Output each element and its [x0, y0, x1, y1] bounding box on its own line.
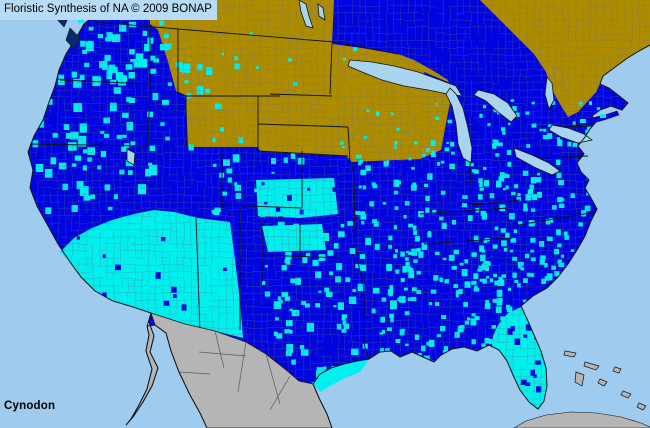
- state-borders: [29, 21, 597, 360]
- great-salt-lake: [126, 148, 136, 166]
- bc-cyan-county: [78, 18, 84, 23]
- long-island: [575, 110, 620, 127]
- bc-coast-island: [65, 27, 81, 50]
- cuba: [513, 411, 650, 428]
- long-island-cyan-county-2: [600, 114, 606, 118]
- lake-ontario: [548, 124, 593, 144]
- taxon-label: Cynodon: [4, 400, 56, 412]
- lake-winnipeg: [298, 0, 314, 29]
- great-lakes: [126, 0, 593, 176]
- lake-champlain: [544, 76, 555, 111]
- florida-cyan-block: [492, 307, 547, 409]
- title-box: Floristic Synthesis of NA © 2009 BONAP: [0, 0, 217, 20]
- lake-huron: [473, 89, 518, 123]
- bahamas-islands: [563, 350, 647, 411]
- lake-michigan: [445, 87, 473, 164]
- map-title: Floristic Synthesis of NA © 2009 BONAP: [4, 3, 212, 15]
- lake-erie: [513, 147, 561, 176]
- islands: [53, 3, 650, 428]
- quebec-new-england-absent-region: [480, 0, 650, 117]
- long-island-cyan-county: [580, 119, 586, 123]
- prairie-plains-absent-region: [150, 0, 452, 162]
- texas-coast-cyan-band: [313, 359, 369, 392]
- mexico-state-lines: [178, 330, 291, 411]
- coastline: [27, 0, 650, 428]
- lake-winnipegosis: [317, 3, 326, 21]
